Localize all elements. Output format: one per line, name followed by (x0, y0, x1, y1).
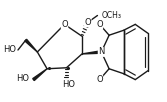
Text: O: O (96, 20, 103, 29)
Text: HO: HO (17, 74, 30, 83)
Text: N: N (98, 48, 105, 57)
Text: OCH₃: OCH₃ (101, 11, 121, 20)
Text: HO: HO (62, 80, 75, 89)
Text: HO: HO (3, 45, 16, 54)
Text: O: O (96, 75, 103, 84)
Polygon shape (82, 51, 102, 54)
Text: O: O (85, 18, 91, 27)
Polygon shape (25, 39, 37, 52)
Polygon shape (33, 69, 47, 81)
Text: O: O (61, 20, 68, 29)
